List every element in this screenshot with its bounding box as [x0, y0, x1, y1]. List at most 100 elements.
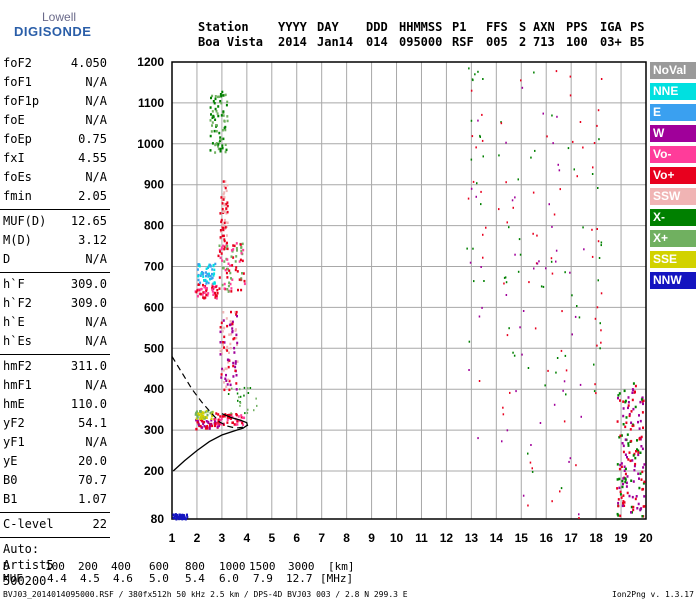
param-name: M(D) — [3, 233, 32, 247]
echo-point — [626, 491, 629, 495]
echo-point — [205, 409, 208, 413]
header-label: S — [519, 20, 527, 34]
echo-point — [185, 517, 187, 521]
echo-point — [201, 272, 204, 276]
echo-point — [630, 439, 633, 443]
echo-point — [196, 416, 199, 419]
muf-value: 7.9 — [253, 572, 273, 585]
echo-point — [225, 148, 228, 152]
echo-point — [480, 266, 482, 268]
echo-point — [631, 391, 634, 394]
header-label: DAY — [317, 20, 339, 34]
param-row: h`E N/A — [3, 315, 107, 334]
echo-point — [209, 134, 212, 138]
echo-point — [220, 417, 223, 420]
echo-point — [576, 305, 578, 307]
echo-point — [230, 310, 232, 314]
echo-point — [223, 239, 226, 243]
param-row: yF1 N/A — [3, 435, 107, 454]
echo-point — [224, 143, 227, 146]
echo-point — [477, 119, 479, 122]
echo-point — [223, 415, 226, 418]
echo-point — [225, 379, 228, 382]
echo-point — [545, 267, 547, 270]
echo-point — [199, 274, 202, 277]
echo-point — [215, 125, 217, 128]
echo-point — [477, 437, 479, 440]
echo-point — [215, 412, 218, 415]
echo-point — [226, 115, 229, 118]
echo-point — [219, 349, 222, 353]
echo-point — [196, 420, 199, 424]
echo-point — [565, 393, 567, 396]
autoscale-text: Auto: — [3, 542, 40, 556]
echo-point — [630, 479, 633, 482]
legend-item: W — [650, 125, 696, 142]
echo-point — [527, 367, 530, 369]
echo-point — [211, 116, 214, 119]
echo-point — [624, 467, 627, 471]
echo-point — [229, 323, 232, 326]
echo-point — [217, 143, 220, 146]
echo-point — [233, 337, 236, 340]
echo-point — [597, 240, 600, 243]
echo-point — [231, 278, 234, 281]
echo-point — [211, 121, 214, 124]
echo-point — [229, 271, 232, 275]
echo-point — [209, 411, 212, 415]
echo-point — [642, 466, 645, 469]
echo-point — [235, 374, 238, 377]
echo-point — [253, 409, 255, 412]
echo-point — [205, 288, 208, 292]
echo-point — [531, 467, 533, 470]
echo-point — [600, 292, 603, 295]
echo-point — [225, 373, 227, 377]
echo-point — [219, 353, 222, 356]
echo-point — [199, 417, 202, 421]
echo-point — [199, 288, 202, 291]
param-value: 309.0 — [70, 296, 107, 310]
muf-dashed-curve — [171, 356, 249, 429]
param-value: N/A — [85, 252, 107, 266]
muf-value: 5.4 — [185, 572, 205, 585]
echo-point — [213, 102, 216, 105]
echo-point — [194, 413, 197, 416]
echo-point — [623, 501, 626, 504]
echo-point — [213, 268, 216, 272]
echo-point — [597, 279, 599, 282]
echo-point — [221, 259, 224, 262]
echo-point — [217, 114, 220, 118]
echo-point — [219, 418, 222, 422]
echo-point — [214, 292, 217, 295]
param-row: M(D) 3.12 — [3, 233, 107, 252]
x-tick-label: 5 — [268, 531, 275, 545]
echo-point — [636, 439, 638, 442]
echo-point — [470, 89, 473, 92]
echo-point — [517, 178, 519, 181]
echo-point — [210, 419, 213, 422]
echo-point — [483, 280, 485, 282]
param-name: B0 — [3, 473, 18, 487]
echo-point — [214, 294, 217, 297]
echo-point — [624, 399, 627, 403]
echo-point — [522, 494, 525, 497]
echo-point — [229, 264, 232, 267]
echo-point — [617, 498, 620, 501]
echo-point — [201, 411, 204, 414]
echo-point — [222, 244, 225, 248]
echo-point — [207, 274, 210, 277]
echo-point — [639, 419, 642, 423]
param-name: h`F2 — [3, 296, 32, 310]
echo-point — [211, 124, 213, 127]
echo-point — [632, 480, 635, 483]
echo-point — [226, 247, 229, 251]
echo-point — [226, 221, 229, 224]
header-label: PPS — [566, 20, 588, 34]
echo-point — [624, 477, 627, 480]
echo-point — [634, 384, 637, 388]
echo-point — [176, 516, 179, 520]
echo-point — [559, 188, 561, 191]
echo-point — [638, 437, 641, 440]
echo-point — [236, 360, 239, 363]
echo-point — [578, 316, 581, 319]
